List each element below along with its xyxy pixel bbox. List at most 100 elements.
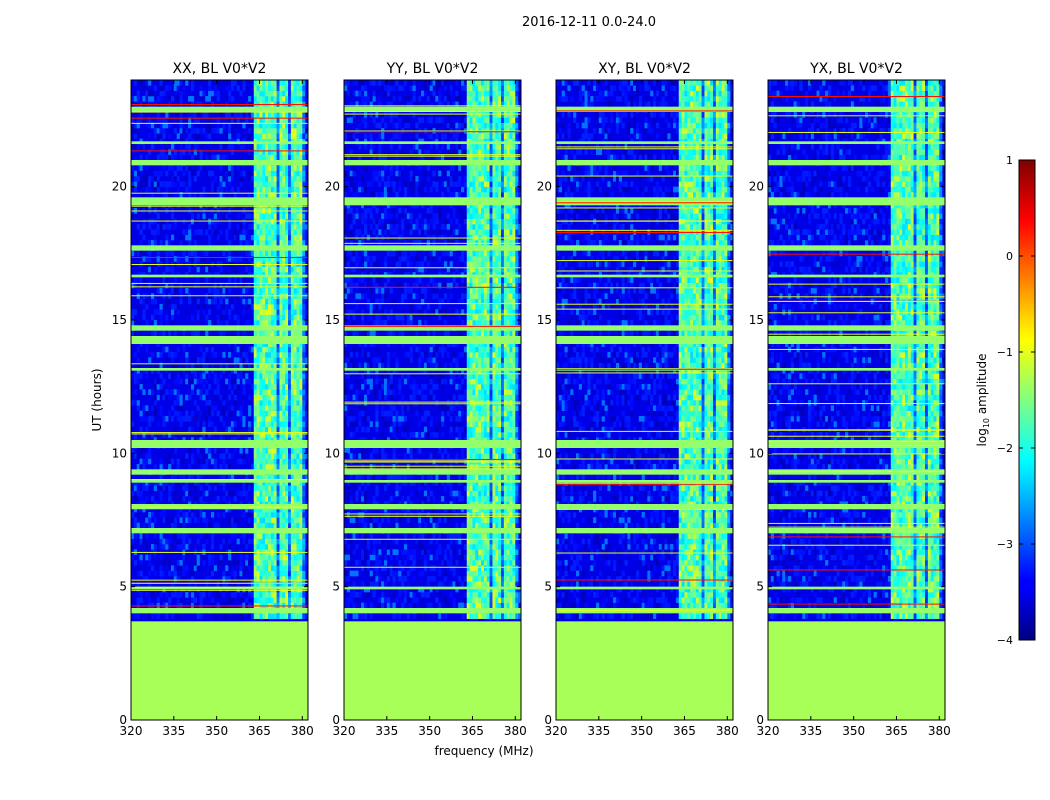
heatmap-cell [205, 416, 209, 422]
heatmap-cell [299, 330, 303, 337]
heatmap-cell [461, 496, 465, 502]
heatmap-cell [236, 538, 240, 545]
heatmap-cell [495, 613, 499, 619]
heatmap-cell [296, 229, 300, 235]
interference-line [131, 579, 308, 581]
heatmap-cell [489, 496, 493, 502]
heatmap-cell [262, 149, 266, 155]
heatmap-cell [228, 384, 232, 390]
heatmap-cell [133, 170, 137, 177]
heatmap-cell [515, 496, 519, 502]
heatmap-cell [139, 538, 143, 545]
heatmap-cell [296, 357, 300, 363]
heatmap-cell [185, 309, 189, 315]
heatmap-cell [293, 288, 297, 294]
heatmap-cell [148, 176, 152, 182]
heatmap-cell [236, 378, 240, 385]
heatmap-cell [228, 96, 232, 102]
heatmap-cell [205, 490, 209, 497]
heatmap-cell [176, 165, 180, 171]
heatmap-cell [262, 512, 266, 518]
heatmap-cell [165, 554, 169, 561]
heatmap-cell [268, 90, 272, 97]
heatmap-cell [139, 464, 143, 470]
heatmap-cell [173, 592, 177, 598]
heatmap-cell [148, 186, 152, 193]
heatmap-cell [162, 202, 166, 209]
heatmap-cell [208, 240, 212, 246]
heatmap-cell [461, 602, 465, 609]
heatmap-cell [279, 416, 283, 422]
heatmap-cell [196, 554, 200, 561]
heatmap-cell [173, 410, 177, 417]
heatmap-cell [236, 117, 240, 123]
heatmap-cell [478, 597, 482, 603]
heatmap-cell [253, 570, 257, 577]
heatmap-cell [463, 586, 468, 593]
heatmap-cell [139, 298, 143, 305]
heatmap-cell [248, 592, 252, 598]
heatmap-cell [302, 416, 306, 422]
heatmap-cell [222, 613, 226, 619]
heatmap-cell [216, 581, 220, 587]
heatmap-cell [256, 592, 260, 598]
heatmap-cell [282, 224, 286, 230]
heatmap-cell [296, 544, 300, 550]
heatmap-cell [492, 522, 496, 529]
heatmap-cell [142, 277, 146, 283]
heatmap-cell [288, 85, 292, 91]
heatmap-cell [302, 560, 306, 566]
heatmap-cell [296, 314, 300, 321]
heatmap-cell [182, 496, 186, 502]
heatmap-cell [290, 416, 295, 422]
heatmap-cell [262, 458, 266, 465]
heatmap-cell [170, 432, 175, 438]
heatmap-cell [248, 266, 252, 273]
heatmap-cell [170, 320, 175, 326]
heatmap-cell [259, 314, 263, 321]
heatmap-cell [282, 192, 286, 198]
heatmap-cell [512, 448, 516, 454]
heatmap-cell [466, 517, 470, 523]
heatmap-cell [176, 544, 180, 550]
heatmap-cell [296, 224, 300, 230]
heatmap-cell [279, 277, 283, 283]
heatmap-cell [216, 314, 220, 321]
heatmap-cell [282, 234, 286, 241]
heatmap-cell [202, 90, 206, 97]
heatmap-cell [228, 394, 232, 401]
heatmap-cell [481, 549, 485, 555]
heatmap-cell [239, 368, 243, 374]
heatmap-cell [429, 517, 433, 523]
heatmap-cell [176, 389, 180, 395]
heatmap-cell [202, 410, 206, 417]
heatmap-cell [225, 165, 229, 171]
heatmap-cell [236, 85, 240, 91]
heatmap-cell [279, 224, 283, 230]
heatmap-cell [372, 538, 376, 545]
heatmap-cell [498, 512, 502, 518]
heatmap-cells [131, 80, 308, 720]
heatmap-cell [273, 554, 277, 561]
heatmap-cell [273, 346, 277, 353]
heatmap-cell [236, 490, 240, 497]
heatmap-cell [268, 560, 272, 566]
heatmap-cell [202, 186, 206, 193]
heatmap-cell [265, 298, 269, 305]
heatmap-cell [293, 464, 297, 470]
heatmap-cell [259, 224, 263, 230]
heatmap-cell [256, 357, 260, 363]
heatmap-cell [299, 176, 303, 182]
heatmap-cell [458, 554, 462, 561]
heatmap-cell [273, 581, 277, 587]
heatmap-cell [290, 170, 295, 177]
heatmap-cell [296, 517, 300, 523]
heatmap-cell [245, 373, 249, 379]
heatmap-cell [256, 453, 260, 459]
heatmap-cell [302, 181, 306, 187]
heatmap-cell [262, 122, 266, 129]
heatmap-cell [296, 240, 300, 246]
heatmap-cell [293, 592, 297, 598]
heatmap-cell [302, 362, 306, 369]
heatmap-cell [136, 282, 140, 289]
